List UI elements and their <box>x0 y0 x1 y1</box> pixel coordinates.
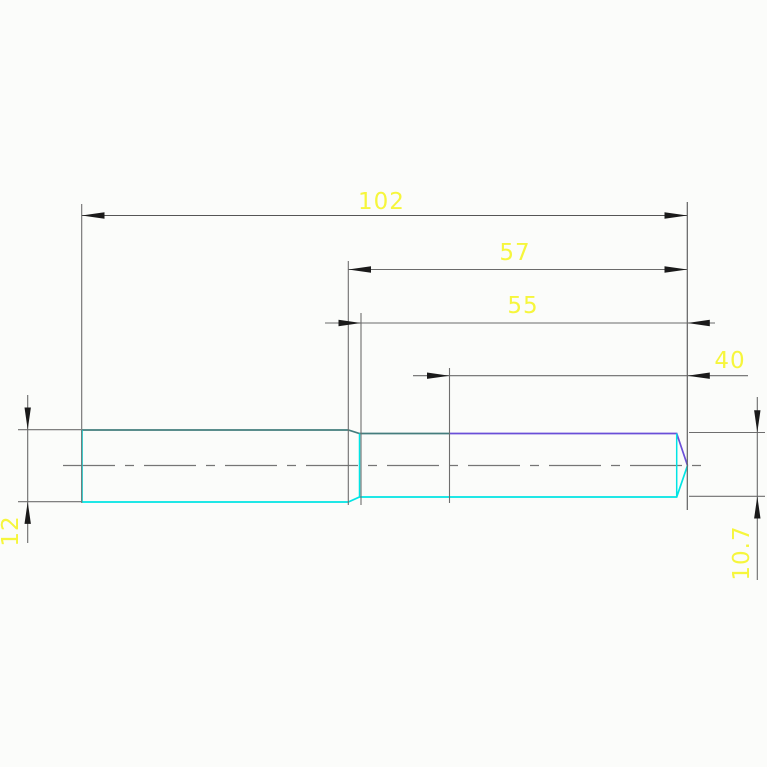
arrowhead-top-icon <box>24 407 31 430</box>
arrowhead-left-icon <box>427 372 450 379</box>
dimension-40[interactable] <box>413 368 748 503</box>
arrowhead-right-icon <box>664 212 688 219</box>
shaft-outline[interactable] <box>81 429 689 503</box>
shaft-top-edge-teal[interactable] <box>82 429 450 435</box>
shaft-top-edge-purple[interactable] <box>449 432 689 466</box>
dim-value-102[interactable]: 102 <box>358 189 405 215</box>
arrowhead-right-icon <box>687 319 710 327</box>
arrowhead-right-icon <box>687 372 710 379</box>
arrowhead-left-icon <box>348 266 371 273</box>
dim-value-57[interactable]: 57 <box>499 240 531 266</box>
dim-value-10-7[interactable]: 10.7 <box>729 525 755 581</box>
dimension-102[interactable] <box>81 202 688 510</box>
arrowhead-right-icon <box>664 266 688 273</box>
arrowhead-top-icon <box>754 410 761 433</box>
arrowhead-left-icon <box>81 212 105 219</box>
arrowhead-bottom-icon <box>754 496 761 519</box>
dim-value-40[interactable]: 40 <box>714 348 746 374</box>
arrowhead-bottom-icon <box>24 501 31 524</box>
dimension-10-7[interactable] <box>689 397 765 580</box>
dimension-55[interactable] <box>325 313 715 505</box>
shaft-bottom-edge[interactable] <box>82 465 689 503</box>
dimension-12[interactable] <box>18 395 81 543</box>
dim-value-12[interactable]: 12 <box>0 515 24 547</box>
dim-value-55[interactable]: 55 <box>507 293 539 319</box>
arrowhead-left-icon <box>338 319 361 327</box>
dimension-57[interactable] <box>347 261 688 505</box>
